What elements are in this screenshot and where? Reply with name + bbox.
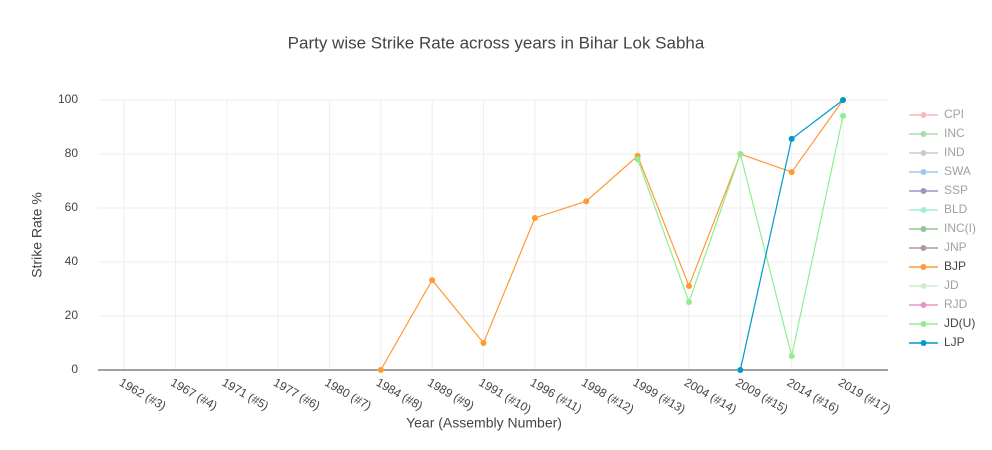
x-tick-label: 1967 (#4) bbox=[168, 375, 219, 413]
legend-item: BLD bbox=[909, 202, 968, 216]
y-tick-label: 100 bbox=[58, 92, 78, 106]
x-tick-label: 2014 (#16) bbox=[785, 375, 842, 416]
y-tick-label: 20 bbox=[65, 308, 79, 322]
legend-label: JD bbox=[944, 278, 959, 292]
x-tick-label: 1977 (#6) bbox=[271, 375, 322, 413]
x-tick-label: 2009 (#15) bbox=[733, 375, 790, 416]
point bbox=[583, 198, 590, 205]
point bbox=[788, 352, 795, 359]
point bbox=[429, 277, 436, 284]
legend-marker bbox=[920, 188, 927, 194]
x-tick-label: 2004 (#14) bbox=[682, 375, 739, 416]
point bbox=[480, 340, 487, 346]
legend-marker bbox=[920, 340, 927, 346]
point bbox=[531, 214, 538, 221]
x-tick-label: 1999 (#13) bbox=[631, 375, 688, 416]
y-tick-label: 40 bbox=[65, 254, 79, 268]
x-tick-label: 1984 (#8) bbox=[374, 375, 425, 413]
legend-marker bbox=[920, 302, 927, 308]
legend-marker bbox=[920, 283, 927, 289]
x-tick-label: 2019 (#17) bbox=[836, 375, 893, 416]
legend-label: RJD bbox=[944, 297, 968, 311]
legend-item: JD bbox=[909, 278, 959, 292]
x-axis-title: Year (Assembly Number) bbox=[406, 415, 562, 431]
legend-label: SWA bbox=[944, 164, 971, 178]
legend-marker bbox=[920, 321, 927, 327]
legend-item: INC bbox=[909, 126, 965, 140]
line bbox=[380, 99, 844, 371]
legend-marker bbox=[920, 264, 927, 270]
legend-label: BLD bbox=[944, 202, 968, 216]
chart-title: Party wise Strike Rate across years in B… bbox=[288, 33, 705, 52]
point bbox=[685, 283, 692, 290]
x-tick-label: 1962 (#3) bbox=[117, 375, 168, 413]
point bbox=[737, 367, 744, 373]
point bbox=[840, 97, 847, 103]
legend-item: BJP bbox=[909, 259, 966, 273]
legend-marker bbox=[920, 131, 927, 137]
x-tick-label: 1998 (#12) bbox=[579, 375, 636, 416]
legend-label: CPI bbox=[944, 107, 964, 121]
point bbox=[685, 298, 692, 305]
y-tick-label: 0 bbox=[71, 362, 78, 376]
legend-item: JD(U) bbox=[909, 316, 975, 330]
x-tick-label: 1989 (#9) bbox=[425, 375, 476, 413]
y-tick-label: 80 bbox=[65, 146, 79, 160]
legend-item: SSP bbox=[909, 183, 968, 197]
legend-label: LJP bbox=[944, 335, 965, 349]
legend-item: JNP bbox=[909, 240, 967, 254]
x-tick-label: 1996 (#11) bbox=[528, 375, 584, 416]
legend-item: RJD bbox=[909, 297, 968, 311]
legend-item: INC(I) bbox=[909, 221, 976, 235]
point bbox=[840, 112, 847, 119]
x-tick-label: 1971 (#5) bbox=[220, 375, 271, 413]
x-tick-label: 1980 (#7) bbox=[322, 375, 373, 413]
legend-marker bbox=[920, 112, 927, 118]
point bbox=[634, 156, 641, 163]
point bbox=[737, 151, 744, 157]
x-tick-label: 1991 (#10) bbox=[476, 375, 533, 416]
y-axis-title: Strike Rate % bbox=[29, 192, 45, 278]
legend-marker bbox=[920, 150, 927, 156]
legend-label: IND bbox=[944, 145, 965, 159]
legend-label: JD(U) bbox=[944, 316, 975, 330]
legend-label: INC(I) bbox=[944, 221, 976, 235]
point bbox=[788, 135, 795, 142]
legend-label: BJP bbox=[944, 259, 966, 273]
legend-item: LJP bbox=[909, 335, 965, 349]
legend-item: CPI bbox=[909, 107, 964, 121]
legend-marker bbox=[920, 169, 927, 175]
legend-marker bbox=[920, 245, 927, 251]
legend-marker bbox=[920, 207, 927, 213]
point bbox=[788, 169, 795, 176]
legend-item: SWA bbox=[909, 164, 971, 178]
legend-label: SSP bbox=[944, 183, 968, 197]
legend-label: JNP bbox=[944, 240, 967, 254]
legend-marker bbox=[920, 226, 927, 232]
legend-item: IND bbox=[909, 145, 965, 159]
y-tick-label: 60 bbox=[65, 200, 79, 214]
point bbox=[377, 367, 384, 373]
legend-label: INC bbox=[944, 126, 965, 140]
